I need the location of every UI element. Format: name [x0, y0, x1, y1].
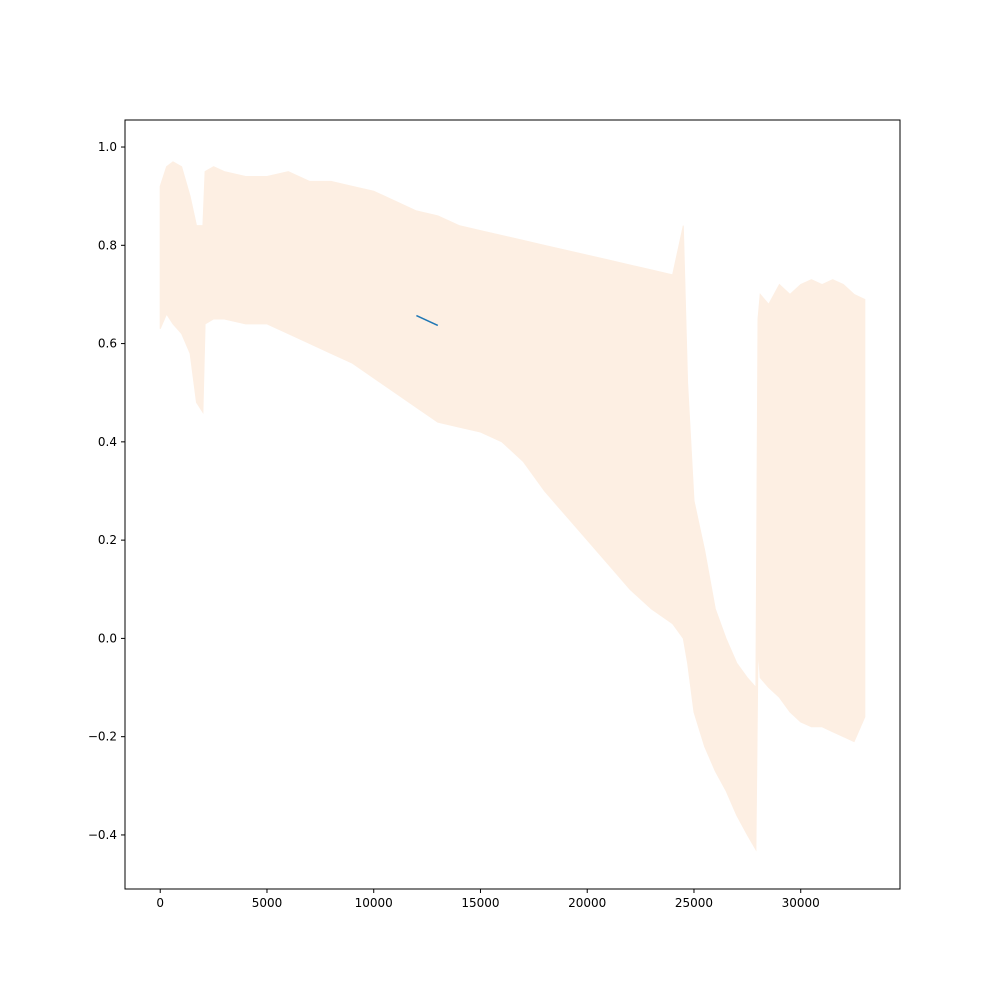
x-tick-label: 15000 — [461, 896, 499, 910]
x-tick-label: 0 — [156, 896, 164, 910]
x-axis: 0 5000 10000 15000 20000 25000 30000 — [156, 889, 820, 910]
y-tick-label: 1.0 — [98, 140, 117, 154]
x-tick-label: 5000 — [252, 896, 283, 910]
series-layer — [159, 161, 866, 852]
x-tick-label: 30000 — [782, 896, 820, 910]
series-1-line — [416, 314, 439, 327]
y-tick-label: −0.2 — [88, 730, 117, 744]
y-tick-label: 0.4 — [98, 435, 117, 449]
y-axis: −0.4 −0.2 0.0 0.2 0.4 0.6 0.8 1.0 — [88, 140, 125, 842]
y-tick-label: −0.4 — [88, 828, 117, 842]
y-tick-label: 0.8 — [98, 238, 117, 252]
y-tick-label: 0.0 — [98, 631, 117, 645]
series-0-band — [159, 161, 866, 852]
x-tick-label: 20000 — [568, 896, 606, 910]
y-tick-label: 0.6 — [98, 337, 117, 351]
y-tick-label: 0.2 — [98, 533, 117, 547]
x-tick-label: 10000 — [355, 896, 393, 910]
x-tick-label: 25000 — [675, 896, 713, 910]
axes-frame — [124, 119, 901, 890]
